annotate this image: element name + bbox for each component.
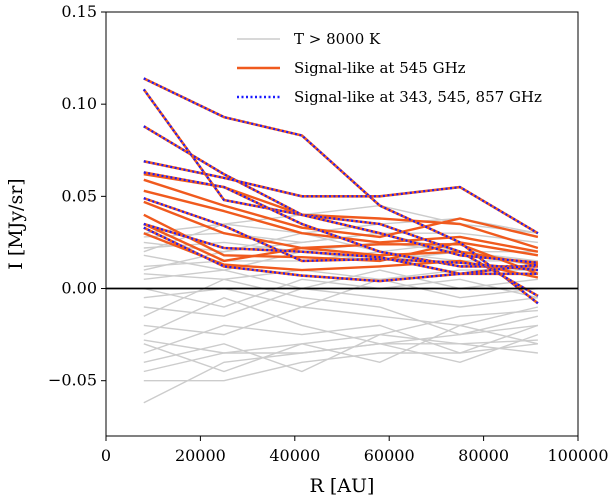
x-tick-label-2: 40000: [269, 446, 320, 465]
blue-series-base-line-5: [143, 196, 539, 272]
orange-series-line-1: [143, 178, 539, 239]
gray-series-line-21: [143, 333, 538, 373]
gray-series-line-6: [143, 306, 539, 336]
blue-series-dotted-line-0: [143, 77, 539, 305]
gray-series-line-2: [143, 333, 539, 373]
x-tick-label-0: 0: [101, 446, 111, 465]
y-tick-label-0: −0.05: [48, 371, 97, 390]
gray-series-line-12: [143, 269, 538, 281]
gray-series-line-10: [143, 278, 539, 308]
y-axis-title: I [MJy/sr]: [5, 178, 27, 269]
blue-series-dotted-line-2: [143, 125, 539, 264]
y-tick-label-4: 0.15: [61, 2, 97, 21]
x-tick-label-5: 100000: [547, 446, 608, 465]
blue-series-dotted-line-6: [143, 222, 538, 275]
legend-label-orange: Signal-like at 545 GHz: [294, 59, 466, 77]
y-ticks: −0.05 0.00 0.05 0.10 0.15: [48, 2, 106, 390]
gray-series-line-4: [143, 309, 538, 373]
x-tick-label-3: 60000: [364, 446, 415, 465]
gray-series-line-9: [143, 278, 538, 308]
blue-series-dotted-line-3: [143, 160, 539, 235]
legend-label-blue: Signal-like at 343, 545, 857 GHz: [294, 88, 542, 106]
orange-series-line-5: [143, 222, 539, 275]
y-tick-label-3: 0.10: [61, 94, 97, 113]
y-tick-label-2: 0.05: [61, 186, 97, 205]
y-tick-label-1: 0.00: [61, 279, 97, 298]
x-tick-label-1: 20000: [175, 446, 226, 465]
plot-frame: [105, 11, 579, 437]
gray-series-line-7: [143, 278, 539, 336]
gray-series-line-3: [143, 324, 539, 354]
legend: T > 8000 K Signal-like at 545 GHz Signal…: [237, 30, 542, 106]
blue-series-group: [142, 77, 539, 305]
gray-series-group: [143, 204, 539, 404]
legend-label-gray: T > 8000 K: [294, 30, 381, 48]
x-tick-label-4: 80000: [458, 446, 509, 465]
x-ticks: 0 20000 40000 60000 80000 100000: [101, 436, 609, 465]
blue-series-dotted-line-1: [142, 88, 539, 297]
gray-series-line-1: [143, 343, 538, 382]
x-axis-title: R [AU]: [310, 475, 375, 497]
blue-series-dotted-line-7: [143, 226, 539, 283]
blue-series-dotted-line-4: [143, 171, 538, 268]
